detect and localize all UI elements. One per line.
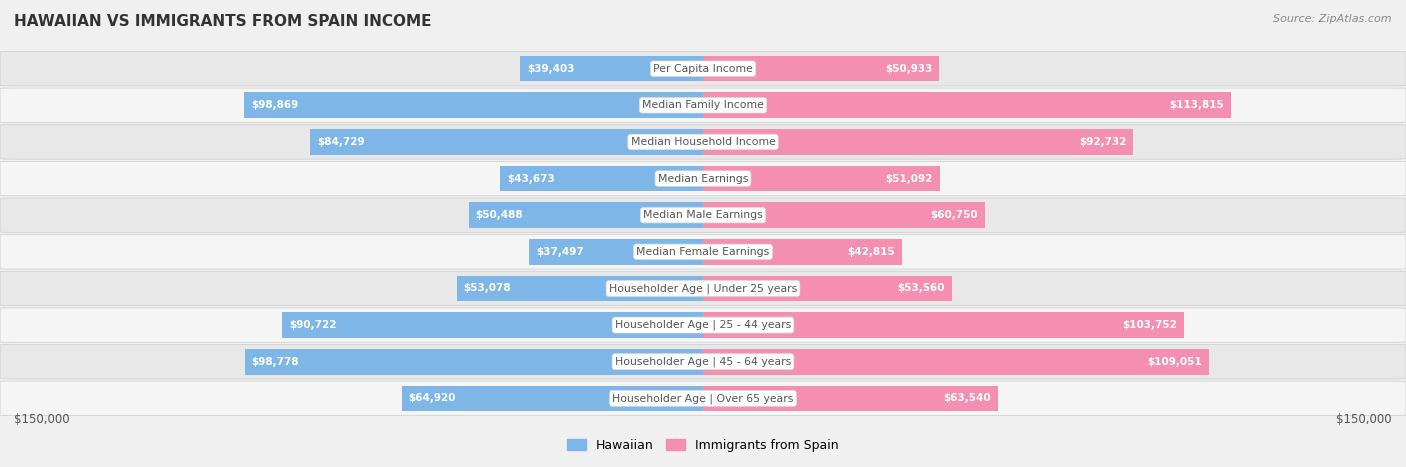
- Text: HAWAIIAN VS IMMIGRANTS FROM SPAIN INCOME: HAWAIIAN VS IMMIGRANTS FROM SPAIN INCOME: [14, 14, 432, 29]
- Bar: [520, 56, 703, 82]
- Text: $53,560: $53,560: [897, 283, 945, 293]
- FancyBboxPatch shape: [0, 308, 1406, 342]
- FancyBboxPatch shape: [0, 271, 1406, 306]
- Text: Source: ZipAtlas.com: Source: ZipAtlas.com: [1274, 14, 1392, 24]
- Text: Median Earnings: Median Earnings: [658, 174, 748, 184]
- Bar: [283, 312, 703, 338]
- Text: Householder Age | 25 - 44 years: Householder Age | 25 - 44 years: [614, 320, 792, 330]
- Bar: [703, 202, 984, 228]
- Text: $60,750: $60,750: [931, 210, 979, 220]
- Text: $39,403: $39,403: [527, 64, 575, 74]
- Bar: [703, 349, 1209, 375]
- Bar: [703, 276, 952, 301]
- FancyBboxPatch shape: [0, 88, 1406, 122]
- Text: $150,000: $150,000: [14, 413, 70, 426]
- Text: $98,778: $98,778: [252, 357, 299, 367]
- FancyBboxPatch shape: [0, 51, 1406, 86]
- Text: Median Female Earnings: Median Female Earnings: [637, 247, 769, 257]
- Text: $84,729: $84,729: [316, 137, 364, 147]
- FancyBboxPatch shape: [0, 234, 1406, 269]
- Text: Median Household Income: Median Household Income: [630, 137, 776, 147]
- Text: $150,000: $150,000: [1336, 413, 1392, 426]
- FancyBboxPatch shape: [0, 125, 1406, 159]
- Bar: [402, 385, 703, 411]
- Text: $51,092: $51,092: [886, 174, 934, 184]
- Bar: [703, 92, 1232, 118]
- Bar: [703, 129, 1133, 155]
- Bar: [468, 202, 703, 228]
- Text: Median Family Income: Median Family Income: [643, 100, 763, 110]
- Text: $92,732: $92,732: [1078, 137, 1126, 147]
- Text: $98,869: $98,869: [252, 100, 298, 110]
- FancyBboxPatch shape: [0, 161, 1406, 196]
- Bar: [703, 312, 1184, 338]
- Bar: [245, 92, 703, 118]
- Text: Median Male Earnings: Median Male Earnings: [643, 210, 763, 220]
- FancyBboxPatch shape: [0, 198, 1406, 233]
- Bar: [703, 385, 998, 411]
- FancyBboxPatch shape: [0, 345, 1406, 379]
- Text: Per Capita Income: Per Capita Income: [652, 64, 754, 74]
- FancyBboxPatch shape: [0, 381, 1406, 416]
- Bar: [703, 166, 941, 191]
- Text: $113,815: $113,815: [1170, 100, 1225, 110]
- Text: $42,815: $42,815: [846, 247, 894, 257]
- Bar: [529, 239, 703, 265]
- Legend: Hawaiian, Immigrants from Spain: Hawaiian, Immigrants from Spain: [562, 434, 844, 457]
- Bar: [703, 239, 901, 265]
- Text: $109,051: $109,051: [1147, 357, 1202, 367]
- Bar: [703, 56, 939, 82]
- Text: $90,722: $90,722: [290, 320, 336, 330]
- Text: $50,488: $50,488: [475, 210, 523, 220]
- Text: $53,078: $53,078: [464, 283, 512, 293]
- Text: Householder Age | 45 - 64 years: Householder Age | 45 - 64 years: [614, 356, 792, 367]
- Text: Householder Age | Under 25 years: Householder Age | Under 25 years: [609, 283, 797, 294]
- Bar: [245, 349, 703, 375]
- Bar: [309, 129, 703, 155]
- Text: $63,540: $63,540: [943, 393, 991, 403]
- Text: $50,933: $50,933: [884, 64, 932, 74]
- Text: $37,497: $37,497: [536, 247, 583, 257]
- Text: $64,920: $64,920: [409, 393, 456, 403]
- Text: $43,673: $43,673: [508, 174, 555, 184]
- Text: $103,752: $103,752: [1122, 320, 1177, 330]
- Text: Householder Age | Over 65 years: Householder Age | Over 65 years: [612, 393, 794, 403]
- Bar: [501, 166, 703, 191]
- Bar: [457, 276, 703, 301]
